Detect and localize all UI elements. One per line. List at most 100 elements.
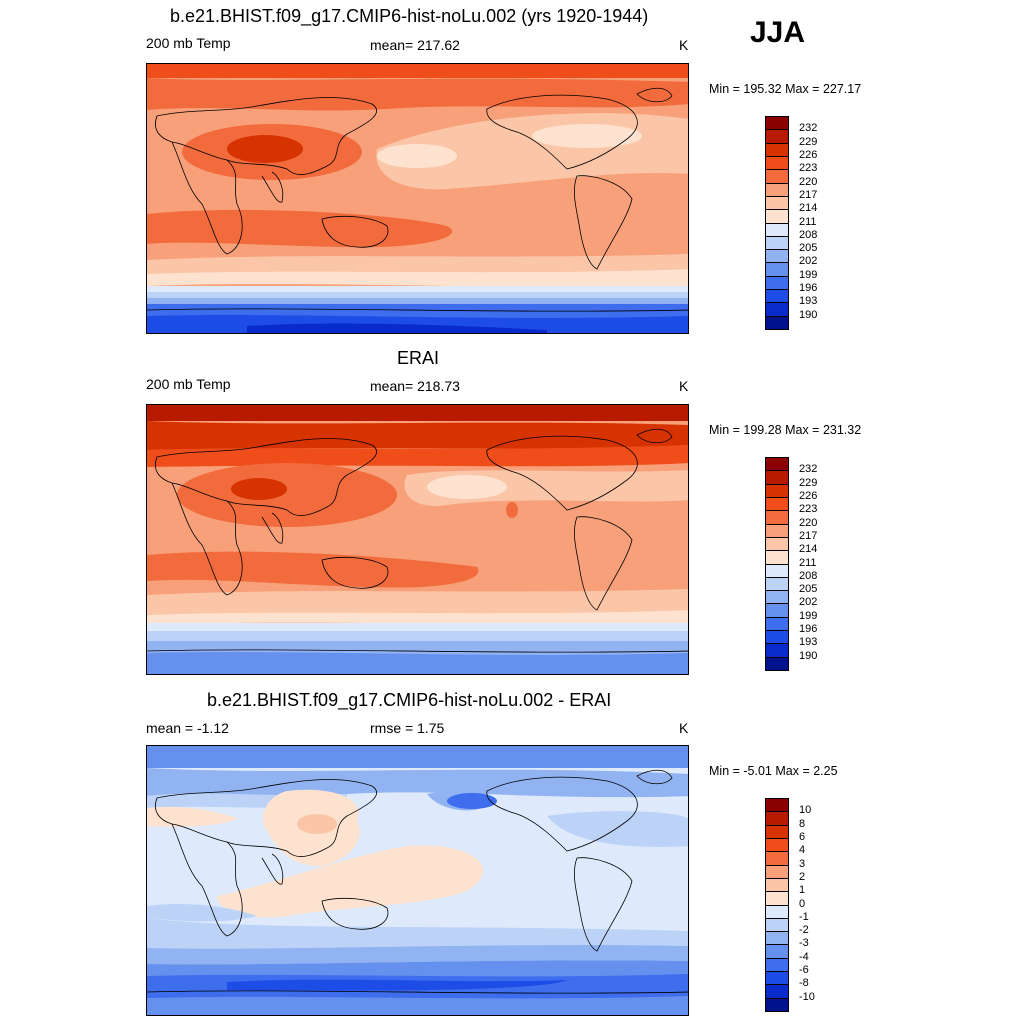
colorbar-tick-label: 1 — [799, 884, 806, 897]
colorbar-tick-label: 211 — [799, 215, 817, 228]
colorbar-tick-label: 220 — [799, 175, 818, 188]
colorbar-tick-label: 0 — [799, 897, 806, 910]
colorbar-tick-label: 202 — [799, 255, 818, 268]
colorbar-box — [765, 576, 789, 592]
colorbar-box — [765, 275, 789, 291]
panel2-mean-label: mean= 218.73 — [370, 378, 460, 394]
panel2-colorbar — [765, 457, 789, 671]
colorbar-box — [765, 195, 789, 211]
colorbar-tick-label: 214 — [799, 202, 818, 215]
colorbar-tick-label: 223 — [799, 503, 818, 516]
colorbar-tick-label: -10 — [799, 990, 815, 1003]
panel1-mean-label: mean= 217.62 — [370, 37, 460, 53]
colorbar-tick-label: 229 — [799, 135, 818, 148]
panel2-units: K — [679, 378, 689, 394]
panel2-field-label: 200 mb Temp — [146, 376, 231, 392]
colorbar-box — [765, 155, 789, 171]
colorbar-tick-label: 193 — [799, 295, 818, 308]
colorbar-tick-label: 217 — [799, 529, 818, 542]
panel3-title: b.e21.BHIST.f09_g17.CMIP6-hist-noLu.002 … — [207, 690, 612, 710]
colorbar-box — [765, 536, 789, 552]
colorbar-tick-label: 223 — [799, 162, 818, 175]
colorbar-tick-label: -2 — [799, 924, 809, 937]
colorbar-box — [765, 222, 789, 237]
colorbar-tick-label: 232 — [799, 122, 818, 135]
colorbar-tick-label: -1 — [799, 910, 809, 923]
colorbar-box — [765, 129, 789, 144]
colorbar-box — [765, 997, 789, 1012]
colorbar-box — [765, 837, 789, 853]
colorbar-tick-label: 208 — [799, 569, 818, 582]
colorbar-tick-label: 229 — [799, 476, 818, 489]
colorbar-box — [765, 590, 789, 605]
colorbar-tick-label: 211 — [799, 556, 817, 569]
colorbar-tick-label: 226 — [799, 489, 818, 502]
colorbar-tick-label: 196 — [799, 623, 818, 636]
colorbar-tick-label: 3 — [799, 857, 806, 870]
colorbar-box — [765, 563, 789, 578]
panel2-minmax: Min = 199.28 Max = 231.32 — [709, 423, 862, 437]
colorbar-tick-label: 2 — [799, 870, 806, 883]
colorbar-tick-label: 205 — [799, 242, 818, 255]
colorbar-tick-label: 190 — [799, 649, 818, 662]
colorbar-box — [765, 656, 789, 671]
colorbar-box — [765, 470, 789, 485]
colorbar-box — [765, 864, 789, 879]
panel3-colorbar — [765, 798, 789, 1012]
colorbar-box — [765, 142, 789, 157]
season-label: JJA — [750, 16, 806, 49]
colorbar-tick-label: -8 — [799, 977, 809, 990]
colorbar-tick-label: 202 — [799, 596, 818, 609]
colorbar-box — [765, 811, 789, 826]
panel3-units: K — [679, 720, 689, 736]
colorbar-box — [765, 249, 789, 264]
colorbar-box — [765, 984, 789, 999]
colorbar-box — [765, 182, 789, 197]
colorbar-tick-label: 10 — [799, 804, 812, 817]
colorbar-box — [765, 798, 789, 813]
colorbar-box — [765, 262, 789, 277]
panel2-title: ERAI — [397, 348, 440, 368]
panel1-map — [146, 63, 689, 334]
colorbar-tick-label: 8 — [799, 817, 806, 830]
colorbar-box — [765, 630, 789, 645]
colorbar-box — [765, 643, 789, 658]
colorbar-box — [765, 235, 789, 251]
colorbar-box — [765, 957, 789, 973]
colorbar-tick-label: 199 — [799, 609, 818, 622]
panel3-minmax: Min = -5.01 Max = 2.25 — [709, 764, 838, 778]
colorbar-box — [765, 302, 789, 317]
colorbar-tick-label: 193 — [799, 636, 818, 649]
colorbar-box — [765, 496, 789, 512]
colorbar-box — [765, 550, 789, 565]
colorbar-box — [765, 603, 789, 618]
colorbar-tick-label: -4 — [799, 950, 809, 963]
colorbar-box — [765, 169, 789, 184]
colorbar-tick-label: 205 — [799, 583, 818, 596]
colorbar-tick-label: 217 — [799, 188, 818, 201]
colorbar-box — [765, 616, 789, 632]
colorbar-box — [765, 457, 789, 472]
colorbar-box — [765, 971, 789, 986]
panel3-map — [146, 745, 689, 1016]
panel3-rmse-label: rmse = 1.75 — [370, 720, 445, 736]
colorbar-box — [765, 523, 789, 538]
colorbar-tick-label: 199 — [799, 268, 818, 281]
colorbar-box — [765, 510, 789, 525]
colorbar-box — [765, 315, 789, 330]
colorbar-box — [765, 877, 789, 893]
colorbar-box — [765, 851, 789, 866]
colorbar-box — [765, 904, 789, 919]
colorbar-tick-label: -3 — [799, 937, 809, 950]
colorbar-box — [765, 944, 789, 959]
colorbar-tick-label: 196 — [799, 282, 818, 295]
colorbar-tick-label: 226 — [799, 148, 818, 161]
panel1-units: K — [679, 37, 689, 53]
colorbar-box — [765, 824, 789, 839]
colorbar-box — [765, 116, 789, 131]
colorbar-tick-label: -6 — [799, 964, 809, 977]
colorbar-box — [765, 289, 789, 304]
panel1-colorbar — [765, 116, 789, 330]
colorbar-box — [765, 917, 789, 933]
panel2-map — [146, 404, 689, 675]
